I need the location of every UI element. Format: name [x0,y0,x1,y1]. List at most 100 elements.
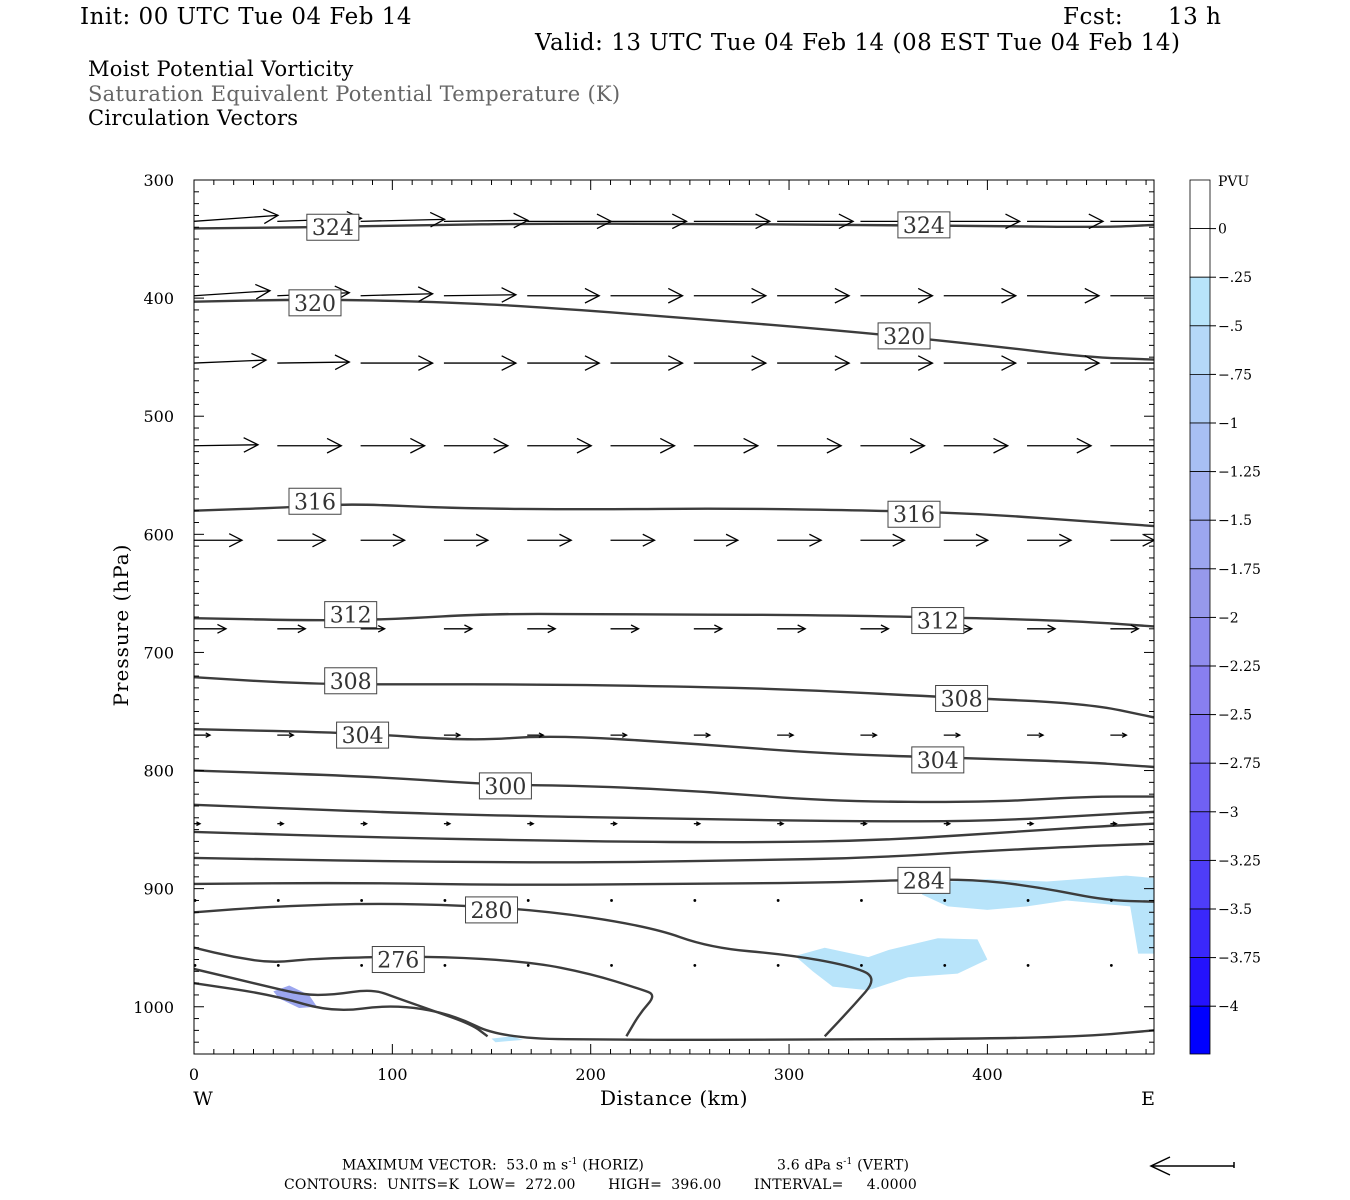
y-tick-label-700: 700 [143,643,174,662]
plot-axes: 300 400 500 600 700 800 900 1000 0 100 200 300 400 [133,171,1155,1084]
vector-1-0 [194,283,272,300]
mpv-region-0 [921,875,1154,954]
max-vector-vert: 3.6 dPa s [777,1157,844,1174]
vector-0-4 [527,213,613,230]
contour-label-316-0: 316 [294,490,336,515]
vector-0-10 [1027,213,1105,230]
vector-shaft [194,290,271,297]
vector-3-2 [360,437,427,454]
vector-head [1038,732,1045,738]
vector-1-5 [610,287,684,304]
vector-head [621,732,628,738]
contour-label-box-324-1 [897,211,951,239]
vector-9-6 [693,964,697,967]
vector-2-1 [277,354,351,371]
vector-head [559,533,573,547]
colorbar-label-1: −.25 [1218,270,1252,286]
vector-7-0 [194,821,202,827]
vector-head [963,624,974,634]
vector-7-6 [693,821,702,827]
vector-head [917,355,934,371]
mpv-shading-layer [273,875,1154,1043]
contour-label-316-1: 316 [893,503,935,528]
vector-head [705,732,712,738]
vector-1-11 [1110,288,1182,303]
vector-8-1 [276,899,280,902]
contour-label-304-0: 304 [342,724,384,749]
y-tick-label-900: 900 [143,880,174,899]
colorbar-label-11: −2.75 [1218,756,1261,772]
x-tick-label-100: 100 [377,1065,408,1084]
vector-8-10 [1026,899,1030,902]
vector-7-7 [777,821,785,827]
vector-head [392,533,407,547]
y-tick-label-1000: 1000 [133,998,174,1017]
vector-shaft [277,361,350,364]
vector-head [1168,356,1182,371]
vector-head [809,533,823,547]
colorbar-segment-1 [1189,228,1211,278]
valid-time: Valid: 13 UTC Tue 04 Feb 14 (08 EST Tue … [535,30,1181,56]
vector-5-2 [360,624,387,633]
vector-head [1168,288,1182,303]
contour-line-unlabeled-9 [194,842,1154,864]
vector-4-8 [860,533,906,547]
vector-8-9 [943,899,947,902]
vector-6-1 [277,732,295,738]
vector-0-5 [610,213,688,230]
vector-9-10 [1026,964,1030,967]
vector-2-7 [777,355,851,371]
vector-head [217,623,228,634]
colorbar-label-3: −.75 [1218,367,1252,383]
contour-label-box-308-0 [324,667,378,695]
vector-7-1 [277,821,285,827]
colorbar-label-4: −1 [1218,416,1239,432]
vector-2-3 [443,355,518,371]
vector-head [1005,213,1022,230]
y-tick-label-300: 300 [143,171,174,190]
vector-head [538,732,545,738]
vector-1-10 [1027,287,1101,304]
vector-head [993,437,1010,454]
contour-line-unlabeled-14 [194,981,1154,1042]
vector-head [1001,355,1018,371]
contour-label-box-316-0 [288,487,342,515]
vector-0-11 [1110,220,1154,222]
field-title-mpv: Moist Potential Vorticity [88,57,354,81]
colorbar-label-13: −3.25 [1218,853,1261,869]
vector-head [501,287,518,303]
vector-8-11 [1109,899,1113,902]
colorbar-segment-10 [1189,665,1211,715]
vector-head [362,821,369,827]
contour-line-280 [194,902,873,1038]
vector-head [1029,821,1035,827]
vector-9-8 [860,964,863,967]
vector-4-9 [943,533,990,547]
vector-head [826,437,843,454]
vector-head [892,533,906,547]
vector-head [797,624,807,634]
vector-head [464,624,474,634]
vector-head [297,624,307,634]
vector-2-5 [610,355,684,371]
vector-head [751,287,768,304]
vector-head [513,212,530,229]
vector-2-0 [194,352,268,369]
vector-head [612,821,618,827]
vector-7-2 [360,821,369,827]
colorbar-segment-17 [1189,1005,1211,1055]
vector-shaft [443,219,528,222]
vector-head [1076,437,1093,454]
contour-label-box-304-0 [336,721,390,749]
vector-5-3 [443,624,474,634]
vector-head [243,437,260,453]
vector-3-8 [860,437,926,454]
vector-8-6 [693,899,697,902]
vector-9-7 [776,964,780,967]
contour-line-unlabeled-8 [194,822,1154,844]
vector-head [334,354,351,371]
vector-head [529,821,535,827]
contour-line-276 [194,946,654,1037]
vert-tag: (VERT) [857,1157,910,1174]
